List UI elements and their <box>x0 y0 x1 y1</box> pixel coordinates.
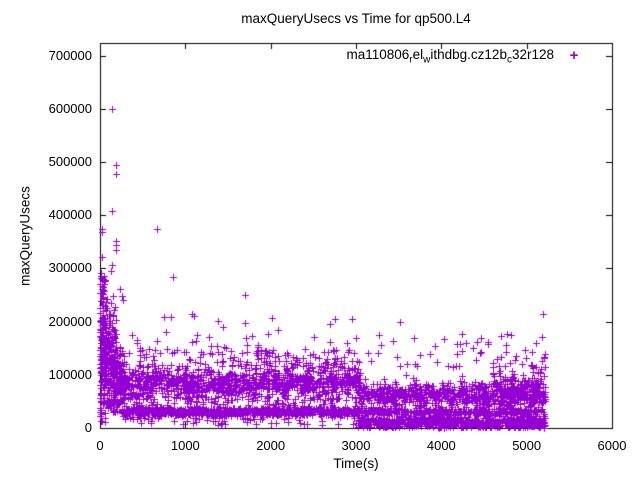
y-tick-label: 600000 <box>48 100 92 116</box>
legend-label: ma110806relwithdbg.cz12bc32r128 <box>346 46 554 66</box>
x-axis-label: Time(s) <box>333 456 379 471</box>
x-tick-label: 6000 <box>597 438 627 453</box>
y-tick-label: 700000 <box>48 47 92 63</box>
y-tick-label: 400000 <box>48 207 92 223</box>
legend: ma110806relwithdbg.cz12bc32r128 + <box>100 46 584 66</box>
legend-plus-marker-icon: + <box>569 47 579 64</box>
chart-title: maxQueryUsecs vs Time for qp500.L4 <box>241 11 471 26</box>
x-tick-label: 4000 <box>426 438 456 453</box>
y-tick-label: 500000 <box>48 153 92 169</box>
y-tick-label: 200000 <box>48 313 92 329</box>
x-tick-label: 5000 <box>512 438 542 453</box>
y-tick-label: 300000 <box>48 260 92 276</box>
x-tick-label: 3000 <box>341 438 371 453</box>
x-tick-label: 0 <box>96 438 104 453</box>
y-tick-label: 0 <box>84 420 92 435</box>
x-tick-label: 1000 <box>170 438 200 453</box>
y-tick-label: 100000 <box>48 366 92 382</box>
x-tick-label: 2000 <box>256 438 286 453</box>
